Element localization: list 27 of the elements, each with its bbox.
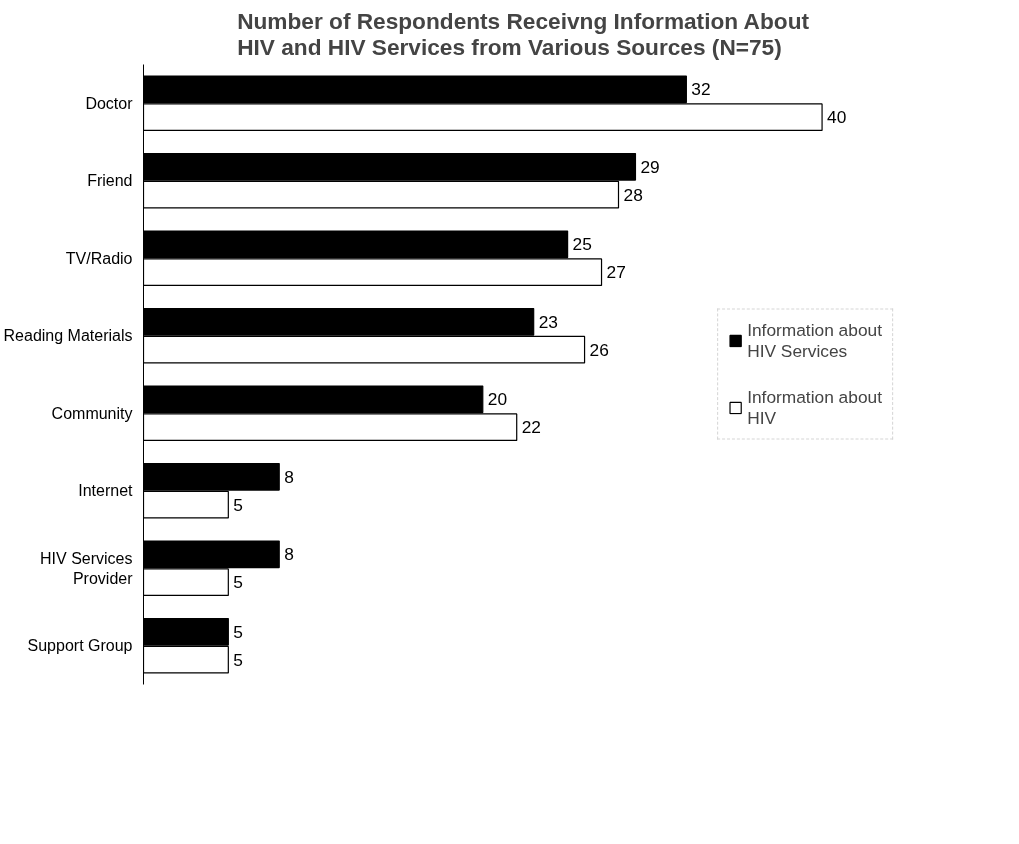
y-tick-label: Internet — [78, 482, 134, 500]
y-tick-label: HIV Services Provider — [40, 549, 134, 587]
y-tick-label: Support Group — [27, 637, 133, 655]
data-label: 5 — [233, 494, 243, 515]
y-tick-label: Reading Materials — [3, 327, 133, 345]
data-label: 40 — [827, 107, 847, 128]
data-label: 32 — [691, 79, 711, 100]
data-label: 29 — [640, 156, 660, 177]
legend-label: Information about HIV — [747, 386, 882, 429]
y-tick-label: Doctor — [85, 94, 134, 112]
legend-label: Information about HIV Services — [747, 319, 882, 362]
data-label: 23 — [538, 311, 558, 332]
data-label: 22 — [521, 417, 541, 438]
data-label: 8 — [284, 466, 294, 487]
data-label: 5 — [233, 572, 243, 593]
data-label: 20 — [487, 389, 508, 410]
y-tick-label: Community — [51, 404, 133, 422]
data-label: 5 — [233, 649, 243, 670]
data-label: 28 — [623, 184, 643, 205]
y-tick-label: Friend — [87, 172, 133, 190]
y-tick-label: TV/Radio — [65, 249, 133, 267]
data-label: 8 — [284, 544, 294, 565]
data-label: 27 — [606, 262, 626, 283]
data-label: 5 — [233, 621, 243, 642]
chart-title: Number of Respondents Receivng Information About HIV and HIV Services from Various Sources (N=75) — [237, 7, 810, 60]
data-label: 25 — [572, 234, 592, 255]
data-label: 26 — [589, 339, 609, 360]
